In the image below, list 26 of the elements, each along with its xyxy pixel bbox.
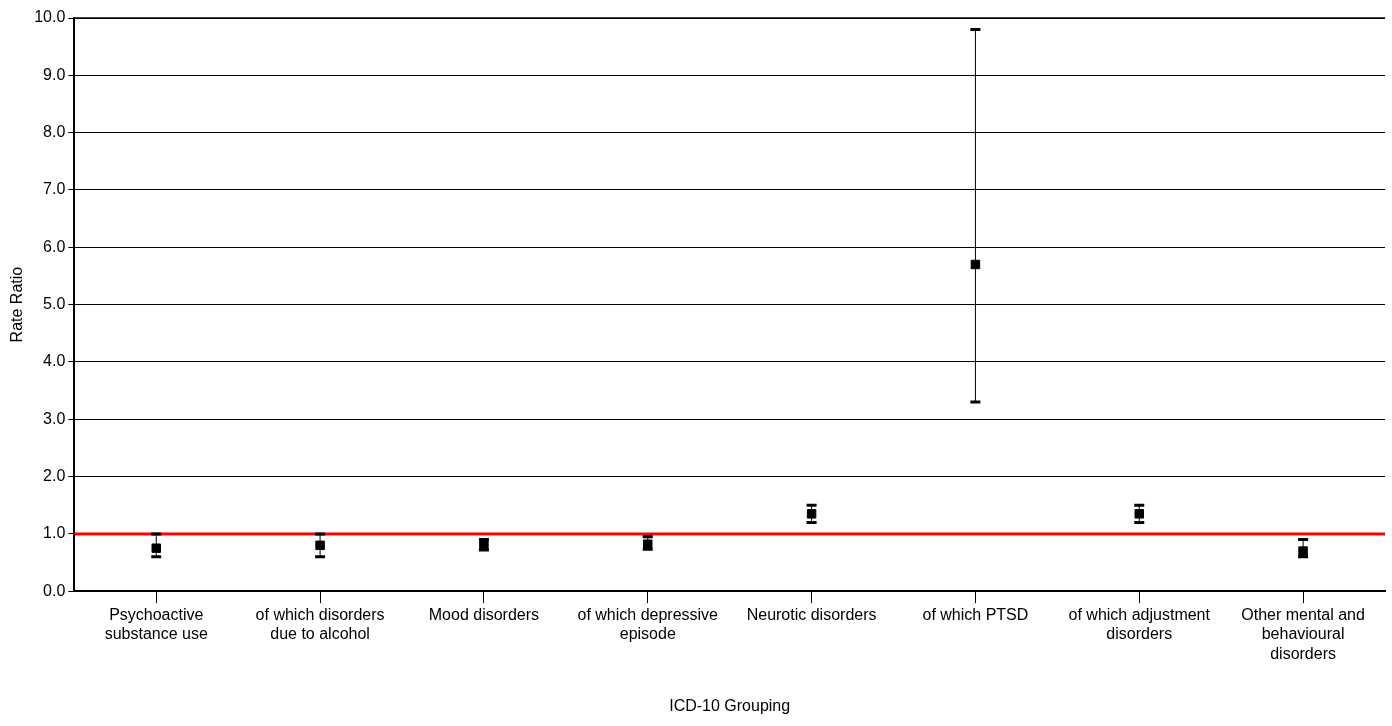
x-tick-label: of which disorders due to alcohol [255, 606, 385, 643]
y-tick-label: 2.0 [43, 466, 66, 484]
x-axis-title: ICD-10 Grouping [669, 696, 791, 714]
point [1134, 509, 1144, 519]
y-tick-label: 3.0 [43, 409, 66, 427]
point [643, 539, 653, 549]
point [806, 509, 817, 519]
point [151, 543, 161, 553]
x-tick-label: Psychoactive substance use [104, 606, 208, 643]
y-axis-title: Rate Ratio [8, 266, 26, 343]
y-tick-label: 0.0 [43, 581, 66, 599]
x-tick-label: of which PTSD [922, 606, 1029, 624]
y-tick-label: 1.0 [43, 524, 66, 542]
y-tick-label: 9.0 [43, 65, 66, 83]
y-tick-label: 7.0 [43, 180, 66, 198]
x-tick-label: Mood disorders [428, 606, 540, 624]
y-tick-label: 5.0 [43, 295, 66, 313]
y-tick-label: 4.0 [43, 352, 66, 370]
x-tick-label: of which adjustment disorders [1068, 606, 1211, 643]
x-tick-label: Neurotic disorders [746, 606, 877, 624]
y-tick-label: 6.0 [43, 237, 66, 255]
x-tick-label: Other mental and behavioural disorders [1241, 606, 1365, 662]
x-tick-label: of which depressive episode [577, 606, 719, 643]
y-tick-label: 8.0 [43, 123, 66, 141]
point [315, 540, 325, 551]
y-tick-label: 10.0 [34, 8, 66, 26]
